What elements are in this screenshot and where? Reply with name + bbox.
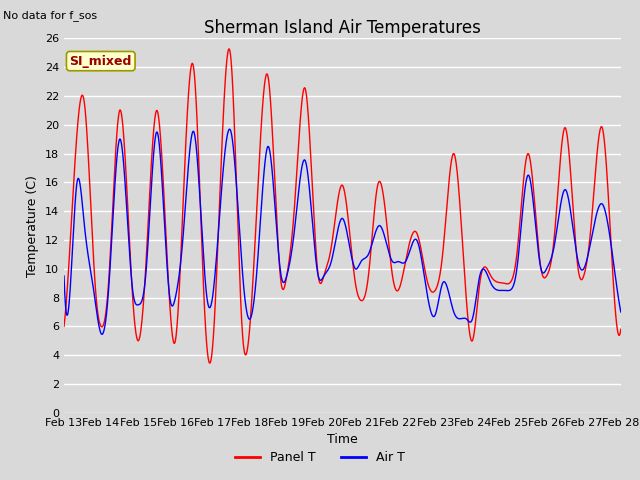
Line: Panel T: Panel T bbox=[64, 49, 621, 363]
Air T bbox=[60, 273, 68, 279]
Air T bbox=[157, 159, 164, 165]
X-axis label: Time: Time bbox=[327, 433, 358, 446]
Air T bbox=[617, 309, 625, 315]
Air T bbox=[298, 164, 306, 169]
Panel T bbox=[206, 360, 214, 366]
Y-axis label: Temperature (C): Temperature (C) bbox=[26, 175, 39, 276]
Panel T bbox=[617, 326, 625, 332]
Title: Sherman Island Air Temperatures: Sherman Island Air Temperatures bbox=[204, 19, 481, 37]
Text: No data for f_sos: No data for f_sos bbox=[3, 11, 97, 22]
Panel T bbox=[274, 238, 282, 244]
Air T bbox=[226, 126, 234, 132]
Panel T bbox=[157, 135, 164, 141]
Air T bbox=[274, 242, 282, 248]
Air T bbox=[124, 221, 132, 227]
Panel T bbox=[606, 226, 614, 232]
Legend: Panel T, Air T: Panel T, Air T bbox=[230, 446, 410, 469]
Line: Air T: Air T bbox=[64, 129, 621, 335]
Air T bbox=[98, 332, 106, 337]
Panel T bbox=[547, 263, 554, 269]
Panel T bbox=[298, 97, 306, 103]
Panel T bbox=[225, 46, 233, 52]
Panel T bbox=[60, 324, 68, 329]
Text: SI_mixed: SI_mixed bbox=[70, 55, 132, 68]
Air T bbox=[547, 258, 554, 264]
Panel T bbox=[124, 199, 131, 204]
Air T bbox=[606, 236, 614, 241]
